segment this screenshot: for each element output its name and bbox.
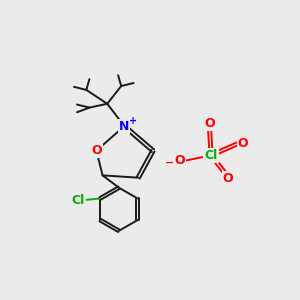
Text: Cl: Cl — [72, 194, 85, 206]
Text: −: − — [165, 158, 174, 168]
Text: Cl: Cl — [205, 149, 218, 162]
Text: +: + — [129, 116, 137, 126]
Text: O: O — [204, 116, 215, 130]
Text: O: O — [223, 172, 233, 185]
Text: O: O — [174, 154, 184, 167]
Text: N: N — [119, 120, 130, 133]
Text: O: O — [238, 137, 248, 150]
Text: O: O — [91, 144, 102, 157]
